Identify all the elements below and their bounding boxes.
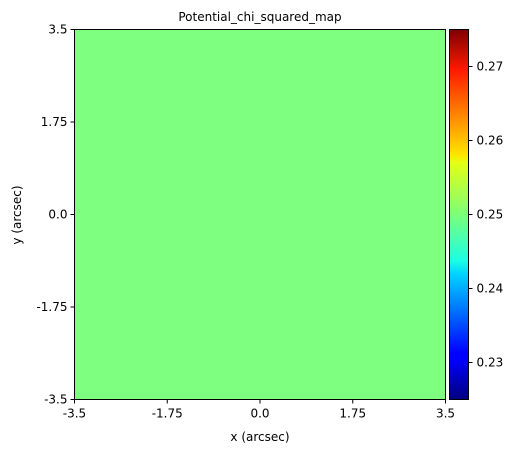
- x-tick-label: 0.0: [250, 407, 269, 421]
- colorbar-tick-label: 0.27: [477, 60, 504, 74]
- y-tick-label: 3.5: [48, 23, 67, 37]
- colorbar-tick-label: 0.26: [477, 134, 504, 148]
- x-tick-label: 3.5: [436, 407, 455, 421]
- colorbar-tick-label: 0.25: [477, 208, 504, 222]
- colorbar-ticks: 0.23 0.24 0.25 0.26 0.27: [468, 60, 504, 370]
- heatmap-cells: [74, 29, 446, 400]
- x-axis-label: x (arcsec): [230, 430, 289, 444]
- y-tick-label: 1.75: [41, 115, 68, 129]
- y-axis-label: y (arcsec): [10, 185, 24, 244]
- chart-title: Potential_chi_squared_map: [178, 10, 341, 24]
- x-tick-label: -1.75: [152, 407, 183, 421]
- y-tick-label: -1.75: [36, 300, 67, 314]
- x-tick-label: -3.5: [63, 407, 86, 421]
- x-axis-ticks: -3.5 -1.75 0.0 1.75 3.5: [63, 399, 455, 421]
- colorbar-tick-label: 0.23: [477, 356, 504, 370]
- colorbar: [449, 29, 469, 400]
- y-tick-label: 0.0: [48, 208, 67, 222]
- y-tick-label: -3.5: [44, 393, 67, 407]
- y-axis-ticks: -3.5 -1.75 0.0 1.75 3.5: [36, 23, 75, 407]
- colorbar-tick-label: 0.24: [477, 282, 504, 296]
- x-tick-label: 1.75: [339, 407, 366, 421]
- heatmap-cell: [74, 29, 446, 400]
